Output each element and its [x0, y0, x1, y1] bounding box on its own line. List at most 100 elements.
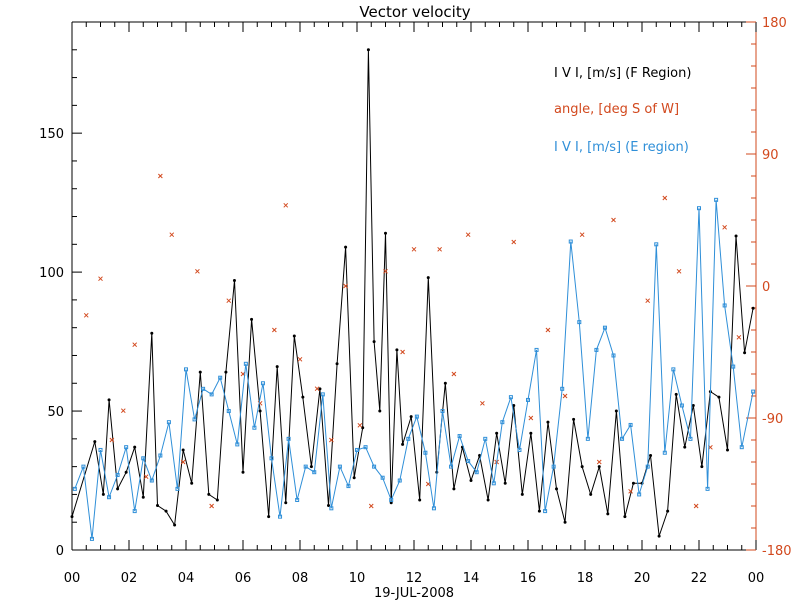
data-point [589, 492, 593, 496]
y-right-tick-label: 0 [762, 280, 770, 295]
x-tick-label: 20 [634, 571, 651, 586]
data-point [543, 509, 548, 514]
data-point [320, 392, 325, 397]
data-point [150, 331, 154, 335]
data-point [201, 386, 206, 391]
data-point [327, 504, 330, 508]
data-point [357, 422, 363, 428]
data-point [352, 476, 356, 480]
data-point [366, 48, 370, 52]
data-point [383, 268, 388, 274]
data-point [389, 501, 393, 505]
data-point [384, 231, 387, 235]
data-point [344, 245, 348, 249]
data-point [173, 523, 177, 527]
data-point [495, 431, 499, 435]
data-point [611, 353, 616, 358]
series-1 [83, 173, 742, 509]
data-point [614, 409, 618, 413]
data-point [546, 420, 550, 424]
data-point [380, 475, 385, 480]
data-point [683, 445, 687, 449]
data-point [466, 459, 471, 464]
data-point [235, 442, 240, 447]
data-point [631, 481, 635, 485]
data-point [414, 414, 419, 419]
data-point [149, 478, 154, 483]
data-point [184, 367, 188, 372]
data-point [93, 440, 97, 444]
data-point [303, 464, 308, 469]
data-point [520, 492, 524, 496]
data-point [418, 498, 422, 502]
data-point [292, 334, 296, 338]
data-point [312, 470, 317, 475]
data-point [260, 381, 265, 386]
data-point [674, 392, 678, 396]
x-tick-label: 06 [235, 571, 252, 586]
data-point [491, 481, 496, 486]
data-point [423, 450, 428, 455]
data-point [164, 509, 168, 513]
data-point [606, 512, 610, 516]
data-point [671, 367, 676, 372]
data-point [739, 445, 744, 450]
x-tick-label: 12 [406, 571, 423, 586]
x-tick-label: 16 [520, 571, 537, 586]
data-point [207, 492, 211, 496]
data-point [355, 447, 359, 452]
data-point [226, 298, 232, 304]
data-point [286, 436, 291, 441]
data-point [175, 486, 180, 491]
data-point [215, 498, 219, 502]
data-point [409, 415, 413, 419]
data-point [284, 501, 288, 505]
data-point [620, 436, 625, 441]
data-point [486, 498, 490, 502]
data-point [465, 232, 471, 238]
data-point [107, 495, 112, 500]
data-point [124, 470, 128, 474]
data-point [158, 453, 163, 458]
data-point [250, 317, 254, 321]
data-point [691, 403, 695, 407]
data-point [469, 479, 473, 483]
data-point [157, 173, 163, 179]
data-point [474, 470, 479, 475]
data-point [226, 409, 231, 414]
data-point [275, 365, 279, 369]
y-left-tick-label: 100 [39, 266, 64, 281]
data-point [563, 520, 567, 524]
data-point [662, 195, 668, 201]
data-point [283, 202, 289, 208]
data-point [596, 459, 602, 465]
data-point [169, 232, 175, 238]
data-point [166, 420, 171, 425]
legend: I V I, [m/s] (F Region) angle, [deg S of… [554, 66, 691, 155]
data-point [512, 403, 516, 407]
data-point [562, 393, 568, 399]
legend-entry-e-region: I V I, [m/s] (E region) [554, 140, 689, 155]
data-point [594, 347, 599, 352]
series-line [74, 199, 754, 539]
data-point [401, 442, 405, 446]
data-point [483, 436, 488, 441]
data-point [503, 481, 507, 485]
data-point [406, 436, 411, 441]
data-point [198, 370, 202, 374]
data-point [318, 387, 322, 391]
data-point [132, 509, 137, 514]
data-point [443, 381, 447, 385]
data-point [109, 437, 115, 443]
data-point [637, 492, 642, 497]
x-tick-label: 10 [349, 571, 366, 586]
data-point [343, 283, 348, 289]
data-point [395, 348, 399, 352]
data-point [295, 497, 300, 502]
data-point [693, 503, 699, 509]
data-point [545, 327, 551, 333]
x-tick-label: 00 [64, 571, 81, 586]
data-point [258, 409, 262, 413]
data-point [70, 515, 74, 519]
